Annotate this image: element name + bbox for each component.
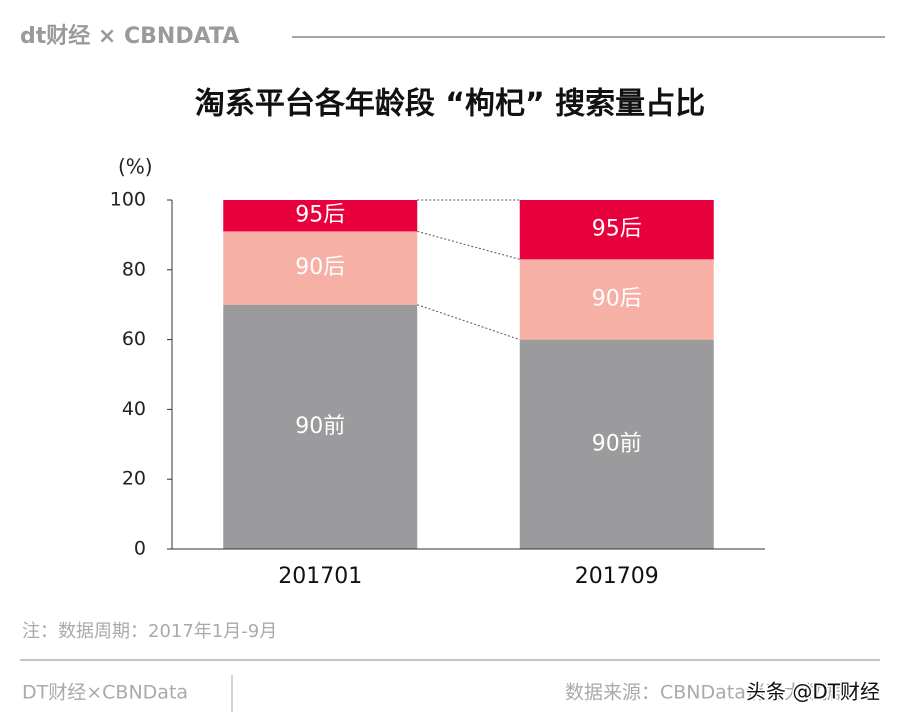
- y-tick-label: 100: [110, 189, 146, 211]
- chart-title: 淘系平台各年龄段 “枸杞” 搜索量占比: [195, 87, 705, 122]
- footer-left: DT财经×CBNData: [22, 682, 188, 704]
- segment-label: 90后: [592, 286, 642, 311]
- plot: 0 20 40 60 80 100 90前 90后 95后 201701 90前 90后 95后 2017…: [110, 189, 765, 589]
- bar-segment: [519, 339, 714, 549]
- y-tick-label: 60: [122, 328, 146, 350]
- connector: [417, 230, 520, 260]
- logo: dt财经 × CBNDATA: [20, 23, 239, 49]
- x-tick-label: 201701: [278, 564, 362, 589]
- y-tick-label: 20: [122, 468, 146, 490]
- y-tick-label: 0: [134, 538, 146, 560]
- bar-segment: [519, 259, 714, 340]
- y-unit: (%): [118, 155, 153, 179]
- segment-label: 90后: [295, 255, 345, 280]
- bar-segment: [223, 231, 418, 305]
- segment-label: 95后: [295, 203, 345, 228]
- segment-label: 90前: [295, 414, 345, 439]
- bar-segment: [223, 200, 418, 232]
- note: 注：数据周期：2017年1月-9月: [22, 621, 277, 642]
- watermark: 头条 @DT财经: [746, 680, 880, 704]
- footer-source: 数据来源：CBNData消费大数据: [565, 682, 841, 704]
- segment-label: 90前: [592, 431, 642, 456]
- bar-segment: [223, 304, 418, 549]
- bar-segment: [519, 200, 714, 260]
- x-tick-label: 201709: [575, 564, 659, 589]
- segment-label: 95后: [592, 217, 642, 242]
- y-tick-label: 40: [122, 398, 146, 420]
- y-tick-label: 80: [122, 258, 146, 280]
